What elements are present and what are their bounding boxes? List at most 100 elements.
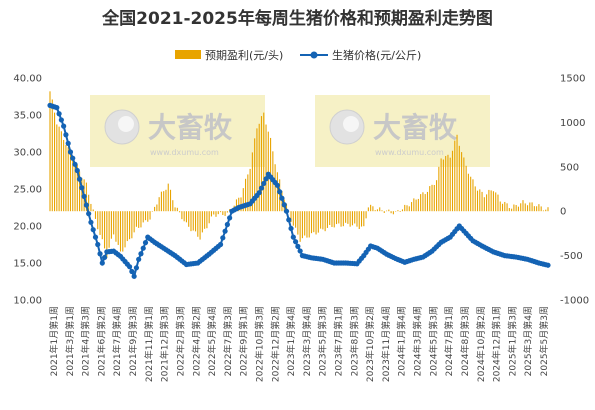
profit-bar	[392, 211, 394, 215]
profit-bar	[322, 211, 324, 230]
profit-bar	[370, 204, 372, 212]
profit-bar	[513, 204, 515, 212]
x-tick-label: 2024年1月第4周	[396, 306, 408, 376]
profit-bar	[320, 211, 322, 229]
profit-bar	[524, 203, 526, 212]
profit-bar	[292, 211, 294, 226]
profit-bar	[267, 131, 269, 212]
x-tick-label: 2022年7月第3周	[222, 306, 234, 376]
profit-bar	[199, 211, 201, 240]
price-point	[101, 254, 108, 261]
x-tick-label: 2022年9月第1周	[238, 306, 250, 376]
x-tick-label: 2023年5月第3周	[317, 306, 329, 376]
profit-bar	[274, 164, 276, 212]
profit-bar	[110, 211, 112, 239]
x-tick-label: 2025年1月第3周	[506, 306, 518, 376]
watermarks: 大畜牧 www.dxumu.com 大畜牧 www.dxumu.com	[90, 95, 490, 167]
watermark-1: 大畜牧 www.dxumu.com	[90, 95, 265, 167]
profit-bar	[445, 155, 447, 212]
x-tick-label: 2022年12月第2周	[269, 306, 281, 382]
price-point	[74, 167, 80, 174]
profit-bar	[317, 211, 319, 233]
profit-bar	[247, 174, 249, 212]
profit-bar	[451, 150, 454, 212]
profit-bar	[447, 154, 449, 212]
profit-bar	[222, 211, 224, 216]
watermark-logo-inner	[343, 116, 359, 132]
x-tick-label: 2023年10月第2周	[364, 306, 376, 382]
x-tick-label: 2021年3月第1周	[64, 306, 76, 376]
x-tick-label: 2021年6月第2周	[95, 306, 107, 376]
profit-bar	[476, 190, 479, 212]
profit-bar	[415, 199, 417, 212]
price-point	[83, 202, 89, 208]
profit-bar	[342, 211, 344, 227]
profit-bar	[63, 139, 65, 212]
profit-bar	[217, 211, 219, 215]
profit-bar	[245, 178, 247, 212]
profit-bar	[299, 211, 301, 242]
x-tick-label: 2024年3月第4周	[412, 306, 424, 376]
profit-bar	[526, 205, 529, 212]
profit-bar	[119, 211, 122, 252]
profit-bar	[126, 211, 128, 242]
profit-bar	[169, 189, 172, 212]
price-point	[54, 105, 60, 111]
profit-bar	[124, 211, 126, 248]
profit-bar	[133, 211, 135, 233]
price-point	[224, 221, 230, 228]
profit-bar	[335, 211, 338, 225]
profit-bar	[163, 191, 165, 212]
profit-bar	[517, 206, 519, 212]
profit-bar	[65, 145, 67, 212]
profit-bar	[511, 208, 513, 212]
profit-bar	[188, 211, 190, 227]
profit-bar	[140, 211, 142, 228]
watermark-brand: 大畜牧	[148, 111, 233, 144]
profit-bar	[49, 91, 51, 212]
profit-bar	[249, 168, 251, 212]
price-point	[292, 239, 299, 245]
y-right-tick-label: -1000	[560, 296, 589, 307]
profit-bar	[67, 147, 69, 212]
price-point	[88, 219, 94, 225]
profit-bar	[390, 211, 392, 214]
profit-bar	[411, 202, 413, 212]
profit-bar	[358, 211, 360, 230]
profit-bar	[397, 210, 399, 212]
profit-bar	[208, 211, 210, 224]
profit-bar	[395, 211, 397, 212]
profit-bar	[206, 211, 208, 229]
price-point	[227, 215, 233, 221]
profit-bar	[347, 211, 349, 224]
y-right-tick-label: 500	[560, 162, 579, 173]
x-tick-label: 2023年3月第4周	[301, 306, 313, 376]
profit-bar	[56, 124, 58, 212]
x-tick-label: 2023年11月第4周	[380, 306, 392, 382]
profit-bar	[174, 207, 176, 212]
x-tick-label: 2024年7月第1周	[443, 306, 455, 376]
profit-bar	[467, 173, 469, 212]
profit-bar	[258, 123, 260, 212]
price-point	[138, 251, 144, 257]
profit-bar	[220, 211, 222, 213]
profit-bar	[351, 211, 353, 226]
profit-bar	[185, 211, 187, 223]
x-tick-label: 2021年7月第4周	[111, 306, 123, 376]
price-point	[261, 180, 267, 187]
profit-bar	[365, 211, 367, 219]
price-line	[47, 102, 551, 280]
price-point	[90, 227, 96, 233]
profit-bar	[158, 197, 160, 212]
price-point	[281, 202, 287, 208]
profit-bar	[297, 211, 299, 235]
profit-bar	[472, 179, 474, 212]
profit-bars	[49, 91, 549, 258]
profit-bar	[431, 184, 433, 212]
profit-bar	[81, 177, 83, 212]
price-point	[295, 243, 301, 249]
profit-bar	[74, 162, 76, 212]
profit-bar	[88, 194, 90, 212]
profit-bar	[501, 203, 504, 212]
profit-bar	[179, 211, 181, 213]
